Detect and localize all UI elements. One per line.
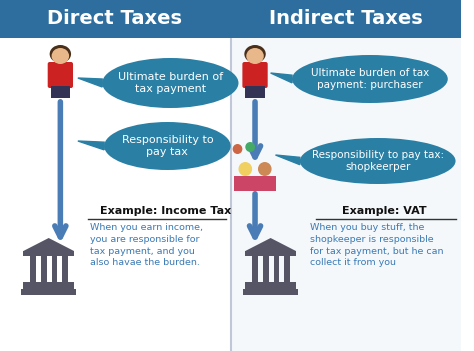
Ellipse shape — [52, 48, 69, 64]
Polygon shape — [23, 238, 74, 251]
Text: Example: VAT: Example: VAT — [342, 206, 427, 216]
FancyBboxPatch shape — [263, 256, 269, 284]
FancyBboxPatch shape — [246, 86, 265, 98]
FancyBboxPatch shape — [23, 282, 74, 289]
FancyBboxPatch shape — [0, 0, 461, 38]
FancyBboxPatch shape — [21, 289, 76, 295]
FancyBboxPatch shape — [52, 256, 57, 284]
FancyBboxPatch shape — [51, 86, 70, 98]
Polygon shape — [23, 251, 74, 256]
Ellipse shape — [50, 45, 71, 63]
FancyBboxPatch shape — [234, 176, 276, 191]
Polygon shape — [246, 238, 296, 251]
Ellipse shape — [102, 58, 238, 108]
Polygon shape — [271, 73, 292, 83]
Text: Responsibility to
pay tax: Responsibility to pay tax — [122, 135, 213, 157]
Polygon shape — [275, 155, 300, 165]
Polygon shape — [246, 251, 296, 256]
Ellipse shape — [233, 144, 242, 154]
FancyBboxPatch shape — [242, 62, 268, 88]
FancyBboxPatch shape — [48, 62, 73, 88]
Ellipse shape — [292, 55, 448, 103]
Text: Ultimate burden of tax
payment: purchaser: Ultimate burden of tax payment: purchase… — [311, 68, 429, 90]
FancyBboxPatch shape — [231, 38, 461, 351]
Ellipse shape — [300, 138, 456, 184]
FancyBboxPatch shape — [41, 256, 47, 284]
FancyBboxPatch shape — [243, 289, 298, 295]
Text: When you buy stuff, the
shopkeeper is responsible
for tax payment, but he can
co: When you buy stuff, the shopkeeper is re… — [310, 223, 443, 267]
Text: When you earn income,
you are responsible for
tax payment, and you
also havae th: When you earn income, you are responsibl… — [90, 223, 202, 267]
FancyBboxPatch shape — [273, 256, 279, 284]
FancyBboxPatch shape — [30, 256, 36, 284]
Ellipse shape — [246, 48, 264, 64]
Ellipse shape — [258, 162, 272, 176]
Ellipse shape — [238, 162, 252, 176]
Ellipse shape — [104, 122, 231, 170]
Ellipse shape — [244, 45, 266, 63]
Ellipse shape — [246, 142, 255, 152]
FancyBboxPatch shape — [246, 282, 296, 289]
Text: Responsibility to pay tax:
shopkeerper: Responsibility to pay tax: shopkeerper — [311, 150, 444, 172]
Polygon shape — [78, 78, 102, 87]
FancyBboxPatch shape — [62, 256, 68, 284]
Text: Direct Taxes: Direct Taxes — [47, 9, 182, 28]
FancyBboxPatch shape — [252, 256, 258, 284]
Polygon shape — [78, 141, 104, 150]
Text: Example: Income Tax: Example: Income Tax — [100, 206, 231, 216]
Text: Indirect Taxes: Indirect Taxes — [269, 9, 422, 28]
Text: Ultimate burden of
tax payment: Ultimate burden of tax payment — [118, 72, 223, 94]
FancyBboxPatch shape — [284, 256, 290, 284]
